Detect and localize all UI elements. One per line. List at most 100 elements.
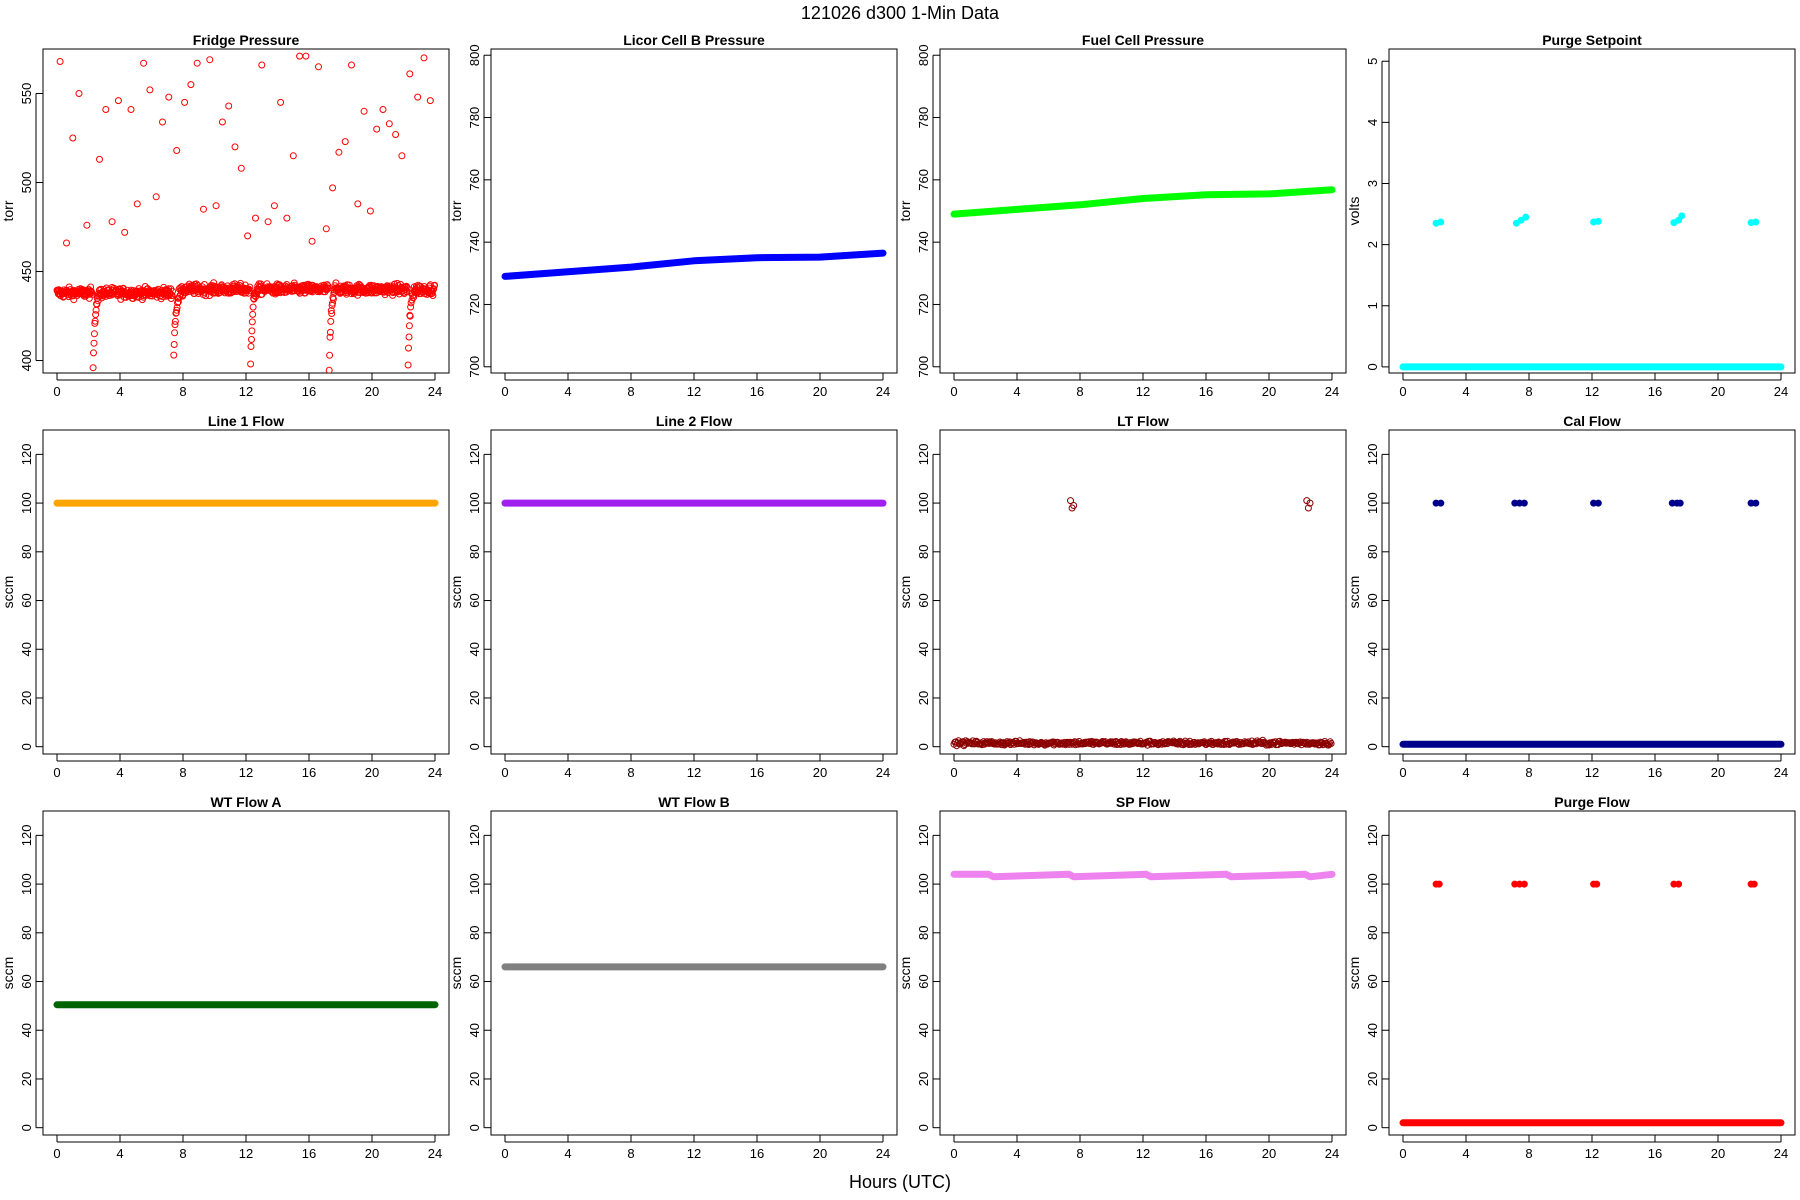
x-tick-label: 20	[813, 765, 827, 780]
panel-6: Line 2 Flow 0 4 8 12 16 20 24 0 20 40 60 80 100 120 scc…	[448, 413, 898, 780]
panel-10: WT Flow B 0 4 8 12 16 20 24 0 20 40 60 80 100 120 sccm	[448, 794, 898, 1161]
data-point	[1327, 740, 1335, 747]
data-point	[326, 333, 334, 341]
data-layer	[950, 497, 1335, 750]
panel-title: WT Flow A	[210, 794, 281, 810]
data-point	[1522, 213, 1530, 221]
y-tick-label: 0	[1365, 743, 1380, 750]
data-point	[1323, 740, 1331, 748]
x-tick-label: 4	[1013, 1146, 1020, 1161]
panel-title: Fridge Pressure	[193, 32, 300, 48]
y-tick-label: 780	[467, 107, 482, 129]
data-point	[1675, 880, 1683, 888]
data-point	[1517, 216, 1525, 224]
figure-title: 121026 d300 1-Min Data	[800, 3, 1000, 23]
panel-2: Licor Cell B Pressure 0 4 8 12 16 20 24 700 720 74…	[448, 32, 898, 399]
data-point	[114, 97, 122, 105]
data-point	[90, 380, 96, 386]
y-tick-label: 120	[19, 825, 34, 847]
data-point	[170, 395, 176, 401]
y-tick-label: 40	[916, 642, 931, 656]
y-axis-label: torr	[0, 200, 16, 221]
data-point	[405, 344, 412, 352]
x-tick-label: 12	[1585, 1146, 1599, 1161]
data-point	[159, 118, 166, 126]
x-tick-label: 20	[1262, 384, 1276, 399]
data-point	[127, 106, 135, 113]
panel-title: Cal Flow	[1563, 413, 1621, 429]
y-tick-label: 760	[467, 169, 482, 191]
data-point	[218, 118, 226, 126]
x-tick-label: 16	[1648, 1146, 1662, 1161]
data-point	[172, 372, 175, 373]
x-tick-label: 0	[1399, 384, 1406, 399]
y-tick-label: 80	[467, 926, 482, 940]
y-tick-label: 80	[19, 545, 34, 559]
y-tick-label: 0	[19, 1124, 34, 1131]
data-point	[206, 56, 214, 64]
y-tick-label: 3	[1365, 180, 1380, 187]
x-tick-label: 16	[1199, 384, 1213, 399]
x-tick-label: 4	[1462, 384, 1469, 399]
data-point	[264, 218, 272, 226]
x-tick-label: 8	[179, 384, 186, 399]
x-tick-label: 8	[627, 1146, 634, 1161]
y-tick-label: 1	[1365, 302, 1380, 309]
x-tick-label: 0	[53, 765, 60, 780]
data-point	[322, 225, 330, 233]
panel-title: SP Flow	[1116, 794, 1170, 810]
data-point	[405, 333, 413, 341]
y-tick-label: 40	[19, 642, 34, 656]
data-point	[430, 285, 438, 293]
data-point	[1049, 738, 1057, 746]
data-point	[326, 351, 334, 359]
data-point	[1752, 218, 1760, 226]
y-tick-label: 720	[467, 294, 482, 316]
plot-frame	[490, 810, 898, 1136]
panel-title: Purge Flow	[1554, 794, 1630, 810]
data-point	[406, 70, 414, 78]
y-tick-label: 450	[19, 261, 34, 283]
data-point	[171, 329, 179, 337]
data-point	[75, 90, 83, 97]
x-tick-label: 8	[1525, 384, 1532, 399]
y-tick-label: 40	[916, 1023, 931, 1037]
data-point	[328, 310, 336, 317]
y-tick-label: 740	[467, 231, 482, 253]
data-point	[341, 138, 349, 146]
plot-frame	[490, 429, 898, 755]
x-tick-label: 16	[1648, 384, 1662, 399]
y-tick-label: 120	[1365, 825, 1380, 847]
x-tick-label: 20	[1711, 384, 1725, 399]
y-tick-label: 0	[1365, 363, 1380, 370]
x-tick-label: 20	[365, 384, 379, 399]
data-point	[1070, 502, 1078, 509]
data-point	[404, 361, 412, 369]
x-tick-label: 24	[876, 384, 890, 399]
data-point	[90, 349, 97, 357]
y-tick-label: 780	[916, 107, 931, 129]
y-tick-label: 60	[467, 974, 482, 988]
data-point	[247, 343, 255, 350]
y-tick-label: 800	[467, 44, 482, 66]
x-tick-label: 16	[1199, 765, 1213, 780]
y-tick-label: 120	[916, 825, 931, 847]
x-tick-label: 0	[53, 1146, 60, 1161]
plot-frame	[1388, 810, 1796, 1136]
y-tick-label: 40	[1365, 1023, 1380, 1037]
y-tick-label: 20	[467, 1072, 482, 1086]
y-axis-label: sccm	[897, 957, 913, 990]
panel-9: WT Flow A 0 4 8 12 16 20 24 0 20 40 60 80 100 120 sccm	[0, 794, 450, 1161]
panel-title: Licor Cell B Pressure	[623, 32, 765, 48]
data-point	[1231, 739, 1239, 747]
data-point	[225, 102, 233, 110]
panel-5: Line 1 Flow 0 4 8 12 16 20 24 0 20 40 60 80 100 120 scc…	[0, 413, 450, 780]
y-tick-label: 5	[1365, 58, 1380, 65]
y-tick-label: 0	[916, 1124, 931, 1131]
x-tick-label: 4	[1013, 765, 1020, 780]
data-point	[403, 284, 411, 292]
data-layer	[950, 870, 1336, 881]
data-point	[133, 200, 141, 208]
data-layer	[1399, 880, 1785, 1127]
